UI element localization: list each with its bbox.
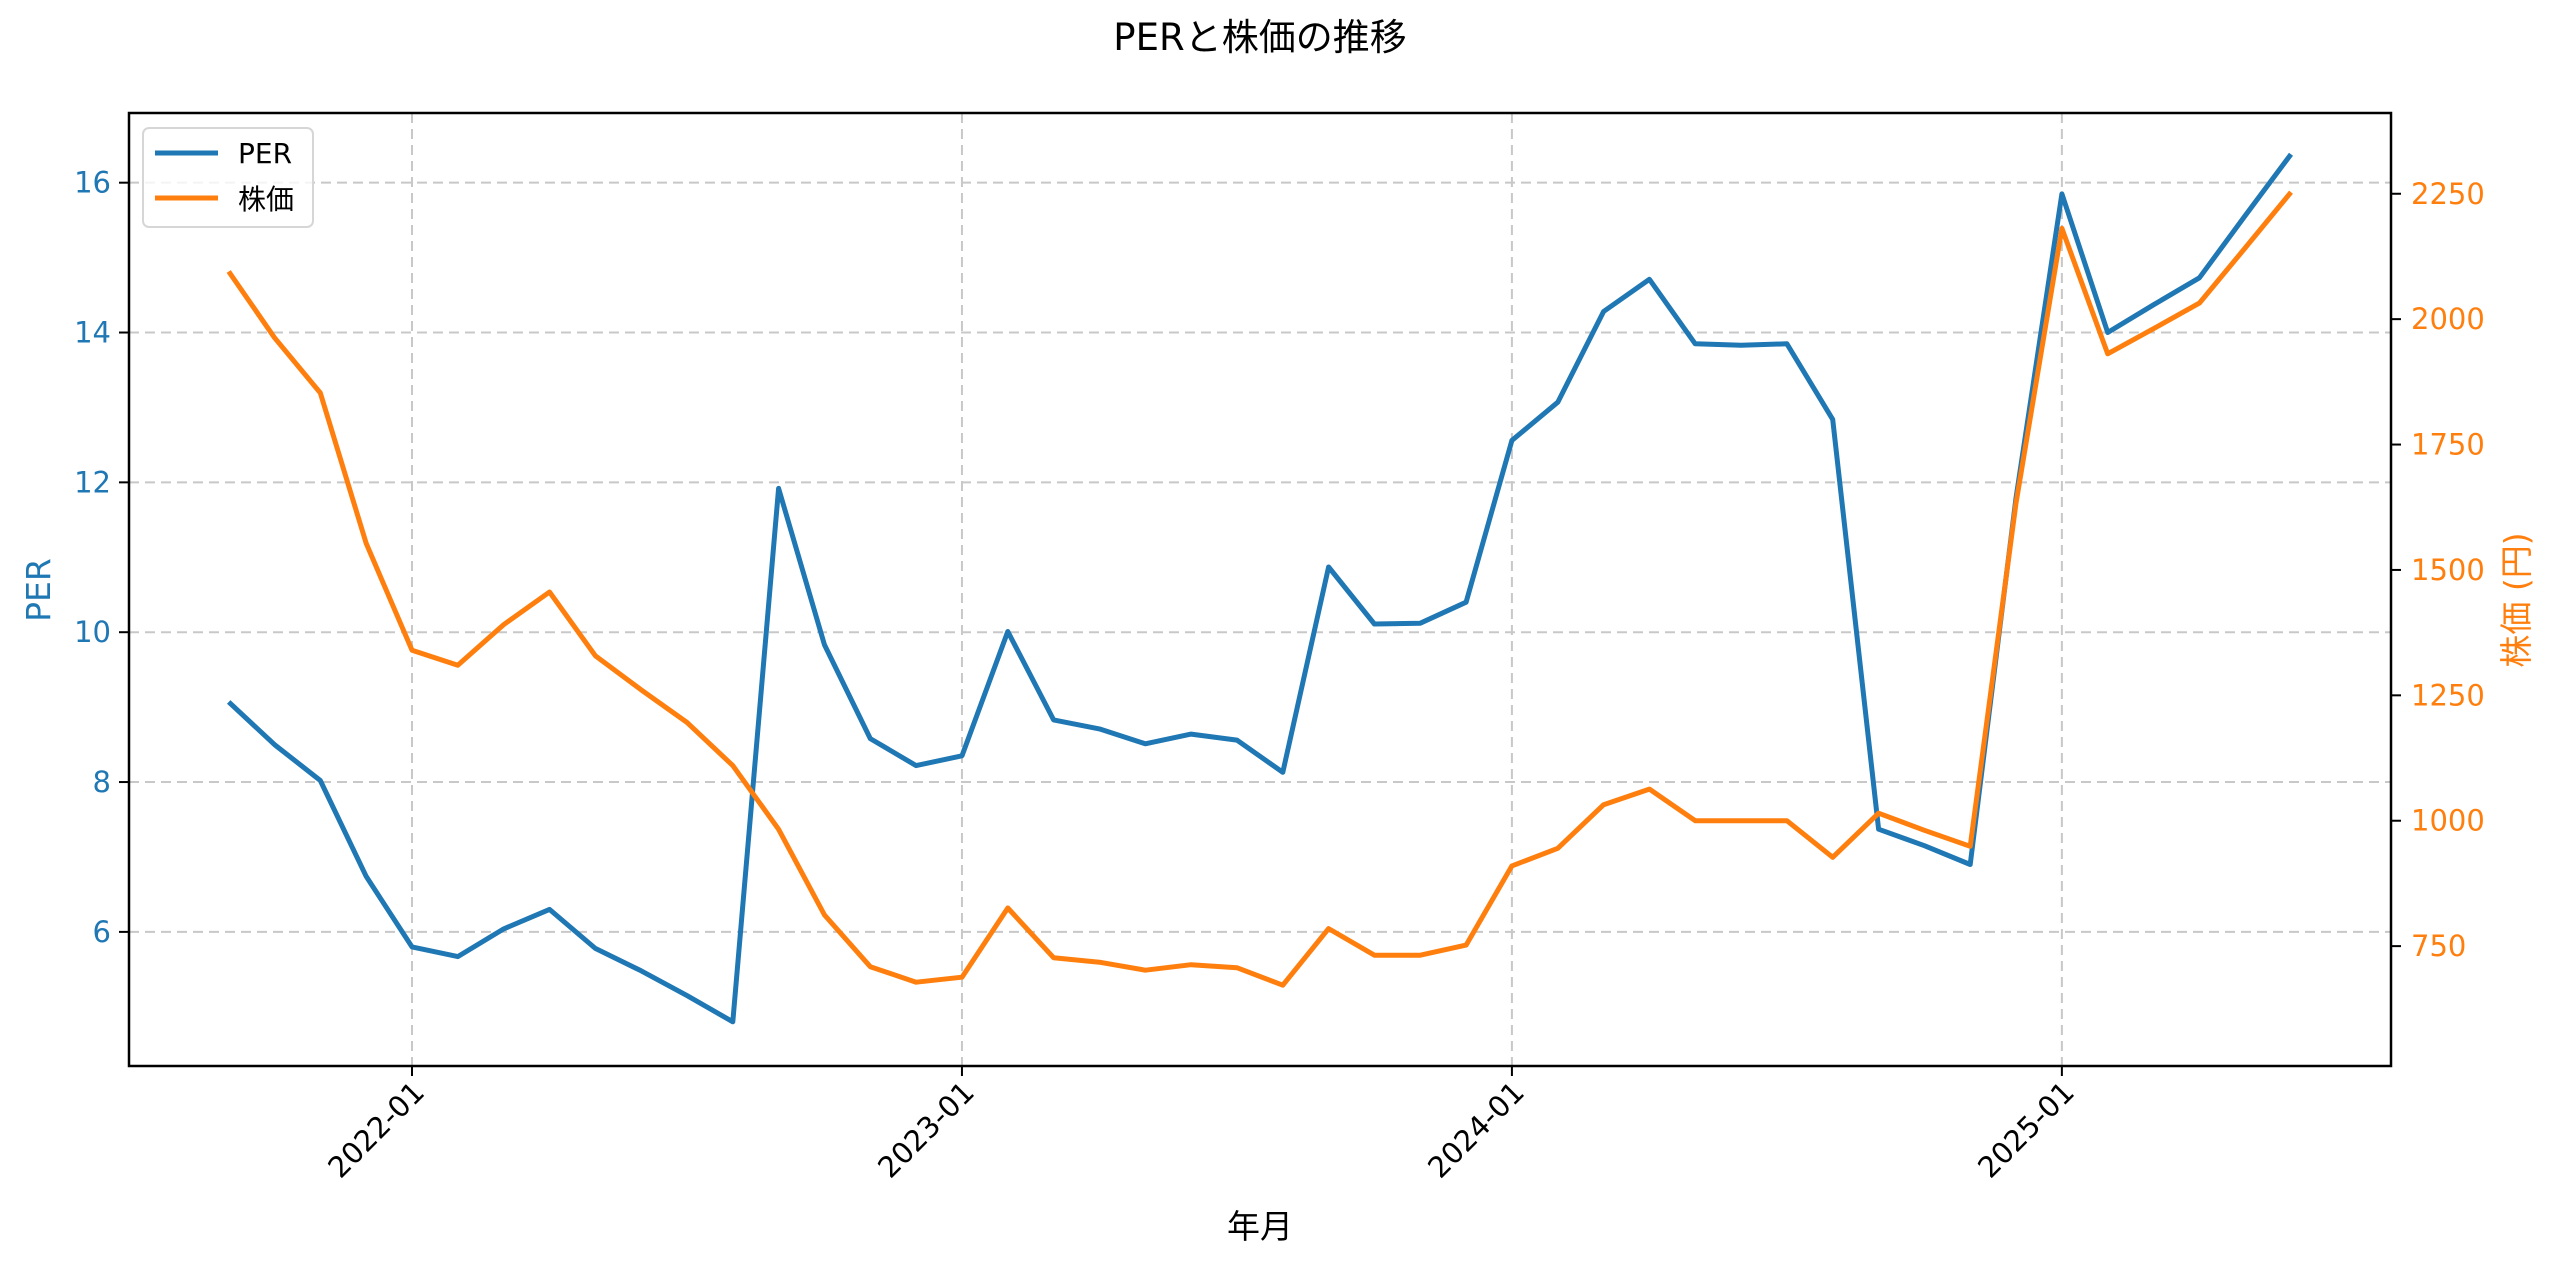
- left-tick-label: 6: [93, 915, 111, 949]
- left-tick-label: 14: [74, 316, 111, 350]
- legend: PER 株価: [142, 127, 314, 228]
- chart-title: PERと株価の推移: [1113, 16, 1406, 59]
- legend-label-price: 株価: [238, 183, 294, 216]
- x-tick-label: 2024-01: [1421, 1075, 1531, 1185]
- right-tick-label: 1000: [2411, 804, 2485, 838]
- left-tick-label: 8: [93, 765, 111, 799]
- x-tick-label: 2025-01: [1971, 1075, 2081, 1185]
- right-axis-label: 株価 (円): [2497, 532, 2536, 667]
- legend-label-per: PER: [238, 137, 292, 170]
- series-lines: [226, 152, 2294, 1025]
- x-axis: 2022-01 2023-01 2024-01 2025-01: [321, 1066, 2081, 1185]
- grid-lines: [129, 113, 2391, 1066]
- right-tick-label: 1750: [2411, 428, 2485, 462]
- right-tick-label: 1250: [2411, 678, 2485, 712]
- per-line: [226, 152, 2294, 1025]
- left-axis-label: PER: [19, 558, 58, 622]
- x-tick-label: 2022-01: [321, 1075, 431, 1185]
- left-y-axis: 6 8 10 12 14 16: [74, 166, 129, 949]
- left-tick-label: 16: [74, 166, 111, 200]
- right-tick-label: 2250: [2411, 177, 2485, 211]
- right-y-axis: 750 1000 1250 1500 1750 2000 2250: [2391, 177, 2485, 963]
- price-line: [226, 190, 2293, 988]
- plot-frame: [127, 111, 2393, 1068]
- left-tick-label: 12: [74, 465, 111, 499]
- right-tick-label: 750: [2411, 929, 2466, 963]
- left-tick-label: 10: [74, 615, 111, 649]
- x-tick-label: 2023-01: [871, 1075, 981, 1185]
- right-tick-label: 2000: [2411, 302, 2485, 336]
- right-tick-label: 1500: [2411, 553, 2485, 587]
- x-axis-label: 年月: [1227, 1207, 1293, 1246]
